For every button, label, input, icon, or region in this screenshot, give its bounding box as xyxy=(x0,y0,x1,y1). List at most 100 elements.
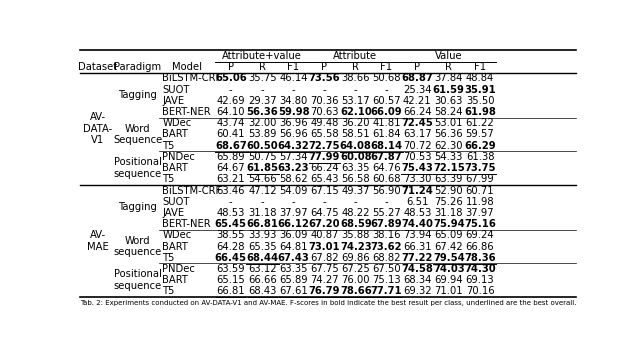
Text: 73.94: 73.94 xyxy=(403,230,431,240)
Text: Tagging: Tagging xyxy=(118,202,157,212)
Text: 63.46: 63.46 xyxy=(216,186,245,195)
Text: 56.96: 56.96 xyxy=(279,130,308,139)
Text: 68.14: 68.14 xyxy=(371,141,403,151)
Text: 54.33: 54.33 xyxy=(435,152,463,162)
Text: 61.98: 61.98 xyxy=(464,107,496,117)
Text: 65.09: 65.09 xyxy=(435,230,463,240)
Text: R: R xyxy=(353,62,359,72)
Text: Positional
sequence: Positional sequence xyxy=(113,157,162,179)
Text: 36.09: 36.09 xyxy=(279,230,308,240)
Text: 64.75: 64.75 xyxy=(310,208,339,218)
Text: F1: F1 xyxy=(380,62,392,72)
Text: 63.35: 63.35 xyxy=(279,264,308,274)
Text: 67.42: 67.42 xyxy=(435,241,463,252)
Text: BERT-NER: BERT-NER xyxy=(163,219,211,229)
Text: 69.24: 69.24 xyxy=(466,230,494,240)
Text: 30.63: 30.63 xyxy=(435,96,463,106)
Text: Attribute+value: Attribute+value xyxy=(222,51,301,61)
Text: Word
Sequence: Word Sequence xyxy=(113,124,162,145)
Text: 25.34: 25.34 xyxy=(403,84,431,95)
Text: 73.75: 73.75 xyxy=(464,163,496,173)
Text: T5: T5 xyxy=(163,141,175,151)
Text: Dataset: Dataset xyxy=(78,62,117,72)
Text: AV-
DATA-
V1: AV- DATA- V1 xyxy=(83,112,113,145)
Text: -: - xyxy=(229,84,232,95)
Text: 37.97: 37.97 xyxy=(466,208,494,218)
Text: 49.48: 49.48 xyxy=(310,118,339,128)
Text: JAVE: JAVE xyxy=(163,96,184,106)
Text: -: - xyxy=(385,197,388,207)
Text: 73.30: 73.30 xyxy=(403,174,431,184)
Text: 68.87: 68.87 xyxy=(401,74,433,83)
Text: 65.43: 65.43 xyxy=(310,174,339,184)
Text: 38.55: 38.55 xyxy=(216,230,245,240)
Text: R: R xyxy=(445,62,452,72)
Text: 77.71: 77.71 xyxy=(371,287,403,296)
Text: 38.66: 38.66 xyxy=(342,74,370,83)
Text: 32.00: 32.00 xyxy=(248,118,276,128)
Text: R: R xyxy=(259,62,266,72)
Text: 11.98: 11.98 xyxy=(466,197,494,207)
Text: 63.21: 63.21 xyxy=(216,174,245,184)
Text: -: - xyxy=(354,84,358,95)
Text: 29.37: 29.37 xyxy=(248,96,277,106)
Text: 31.18: 31.18 xyxy=(435,208,463,218)
Text: 42.69: 42.69 xyxy=(216,96,245,106)
Text: 66.86: 66.86 xyxy=(466,241,494,252)
Text: PNDec: PNDec xyxy=(163,264,195,274)
Text: 38.16: 38.16 xyxy=(372,230,401,240)
Text: 75.26: 75.26 xyxy=(435,197,463,207)
Text: 43.74: 43.74 xyxy=(216,118,245,128)
Text: 63.12: 63.12 xyxy=(248,264,277,274)
Text: 67.25: 67.25 xyxy=(341,264,370,274)
Text: 40.87: 40.87 xyxy=(310,230,339,240)
Text: 64.10: 64.10 xyxy=(216,107,245,117)
Text: JAVE: JAVE xyxy=(163,208,184,218)
Text: 58.24: 58.24 xyxy=(435,107,463,117)
Text: 70.16: 70.16 xyxy=(466,287,494,296)
Text: 70.63: 70.63 xyxy=(310,107,339,117)
Text: 72.15: 72.15 xyxy=(433,163,465,173)
Text: SUOT: SUOT xyxy=(163,84,189,95)
Text: T5: T5 xyxy=(163,287,175,296)
Text: 48.84: 48.84 xyxy=(466,74,494,83)
Text: BART: BART xyxy=(163,130,188,139)
Text: 67.15: 67.15 xyxy=(310,186,339,195)
Text: -: - xyxy=(354,197,358,207)
Text: Word
sequence: Word sequence xyxy=(113,236,162,257)
Text: 6.51: 6.51 xyxy=(406,197,428,207)
Text: WDec: WDec xyxy=(163,230,191,240)
Text: 73.56: 73.56 xyxy=(308,74,340,83)
Text: 73.01: 73.01 xyxy=(308,241,340,252)
Text: 66.12: 66.12 xyxy=(278,219,310,229)
Text: Value: Value xyxy=(435,51,462,61)
Text: 79.54: 79.54 xyxy=(433,253,465,263)
Text: AV-
MAE: AV- MAE xyxy=(87,230,109,252)
Text: 37.97: 37.97 xyxy=(279,208,308,218)
Text: Paradigm: Paradigm xyxy=(114,62,161,72)
Text: 78.66: 78.66 xyxy=(340,287,372,296)
Text: 66.24: 66.24 xyxy=(310,163,339,173)
Text: 36.96: 36.96 xyxy=(279,118,308,128)
Text: 64.81: 64.81 xyxy=(279,241,308,252)
Text: 67.75: 67.75 xyxy=(310,264,339,274)
Text: 63.23: 63.23 xyxy=(278,163,309,173)
Text: 67.50: 67.50 xyxy=(372,264,401,274)
Text: 66.31: 66.31 xyxy=(403,241,431,252)
Text: 65.35: 65.35 xyxy=(248,241,277,252)
Text: 73.62: 73.62 xyxy=(371,241,403,252)
Text: 64.28: 64.28 xyxy=(216,241,245,252)
Text: 60.71: 60.71 xyxy=(466,186,494,195)
Text: 64.08: 64.08 xyxy=(340,141,372,151)
Text: 61.84: 61.84 xyxy=(372,130,401,139)
Text: -: - xyxy=(323,197,326,207)
Text: 53.17: 53.17 xyxy=(342,96,370,106)
Text: 50.68: 50.68 xyxy=(372,74,401,83)
Text: 56.36: 56.36 xyxy=(435,130,463,139)
Text: 71.01: 71.01 xyxy=(435,287,463,296)
Text: -: - xyxy=(260,84,264,95)
Text: -: - xyxy=(323,84,326,95)
Text: 78.36: 78.36 xyxy=(464,253,496,263)
Text: 75.43: 75.43 xyxy=(401,163,433,173)
Text: 69.94: 69.94 xyxy=(435,275,463,285)
